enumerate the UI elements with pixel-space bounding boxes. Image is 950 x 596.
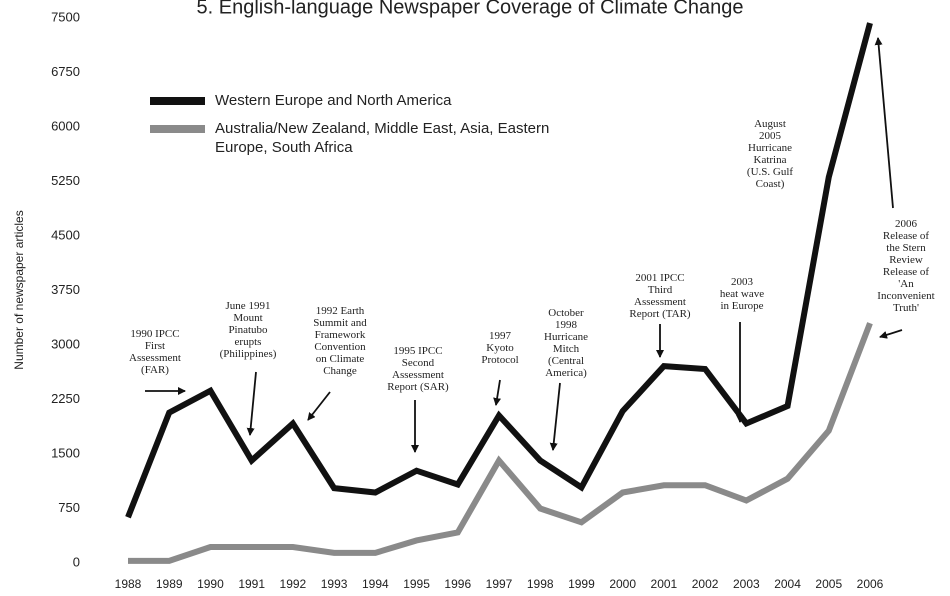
y-tick-label: 6000 xyxy=(51,118,80,133)
x-tick-label: 2006 xyxy=(857,577,884,591)
annotation-arrow xyxy=(874,37,894,209)
x-tick-label: 1988 xyxy=(115,577,142,591)
y-tick-label: 3000 xyxy=(51,336,80,351)
y-axis-label: Number of newspaper articles xyxy=(12,210,26,369)
x-tick-label: 1995 xyxy=(403,577,430,591)
x-tick-label: 1992 xyxy=(280,577,307,591)
annotation: 1992 Earth Summit and Framework Conventi… xyxy=(313,305,367,377)
x-tick-label: 1999 xyxy=(568,577,595,591)
annotation-arrow xyxy=(307,391,331,421)
legend-label: Western Europe and North America xyxy=(215,92,452,109)
x-tick-label: 2004 xyxy=(774,577,801,591)
annotation: 2003 heat wave in Europe xyxy=(719,276,765,312)
x-tick-label: 2003 xyxy=(733,577,760,591)
x-tick-label: 1990 xyxy=(197,577,224,591)
annotation-arrow xyxy=(493,379,502,406)
x-tick-label: 1994 xyxy=(362,577,389,591)
annotation: 1997 Kyoto Protocol xyxy=(481,330,519,366)
legend-label: Australia/New Zealand, Middle East, Asia… xyxy=(215,120,550,156)
series-line xyxy=(125,22,873,519)
annotation: October 1998 Hurricane Mitch (Central Am… xyxy=(544,307,588,379)
x-tick-label: 1998 xyxy=(527,577,554,591)
x-tick-label: 1989 xyxy=(156,577,183,591)
annotation-arrow xyxy=(549,382,561,451)
x-tick-label: 1996 xyxy=(444,577,471,591)
x-tick-label: 2000 xyxy=(609,577,636,591)
y-tick-label: 4500 xyxy=(51,227,80,242)
annotation: 2001 IPCC Third Assessment Report (TAR) xyxy=(629,272,691,320)
y-tick-label: 7500 xyxy=(51,9,80,24)
x-tick-label: 1991 xyxy=(238,577,265,591)
y-tick-label: 1500 xyxy=(51,445,80,460)
annotation: 1995 IPCC Second Assessment Report (SAR) xyxy=(387,345,449,393)
series-line xyxy=(128,322,873,564)
y-tick-label: 0 xyxy=(73,554,80,569)
y-tick-label: 3750 xyxy=(51,282,80,297)
y-tick-label: 5250 xyxy=(51,173,80,188)
annotation: 1990 IPCC First Assessment (FAR) xyxy=(129,328,181,376)
annotation-arrow xyxy=(246,371,257,436)
annotation-arrow xyxy=(879,329,903,339)
x-tick-label: 2005 xyxy=(815,577,842,591)
chart-title: 5. English-language Newspaper Coverage o… xyxy=(197,0,744,18)
y-tick-label: 750 xyxy=(58,500,80,515)
x-tick-label: 1993 xyxy=(321,577,348,591)
annotation: 2006 Release of the Stern Review Release… xyxy=(877,218,935,314)
y-tick-label: 6750 xyxy=(51,64,80,79)
x-tick-label: 2002 xyxy=(692,577,719,591)
x-tick-label: 2001 xyxy=(651,577,678,591)
x-tick-label: 1997 xyxy=(486,577,513,591)
annotation: August 2005 Hurricane Katrina (U.S. Gulf… xyxy=(746,118,794,190)
y-tick-label: 2250 xyxy=(51,391,80,406)
annotation: June 1991 Mount Pinatubo erupts (Philipp… xyxy=(219,300,277,360)
